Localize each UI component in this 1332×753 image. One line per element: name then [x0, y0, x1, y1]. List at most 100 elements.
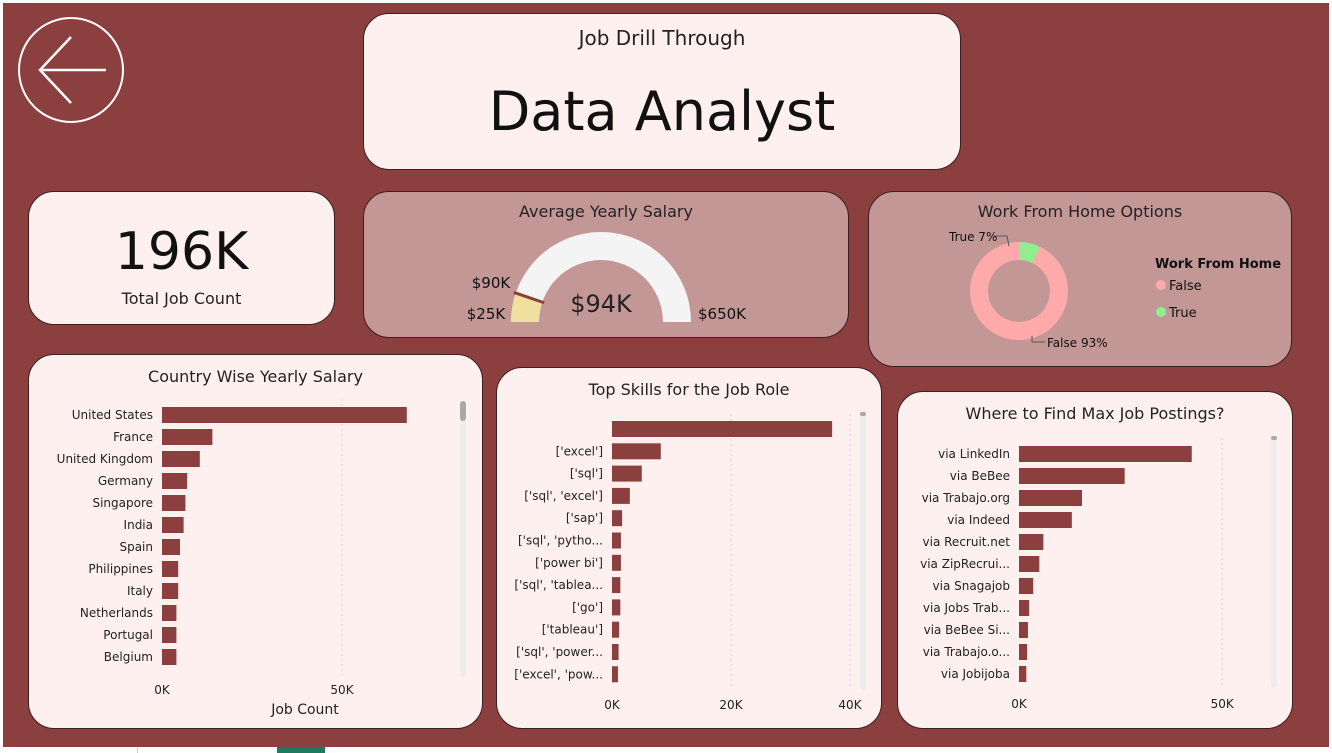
country-card[interactable]: Country Wise Yearly Salary 0K 50K United S… — [28, 354, 483, 729]
bar[interactable] — [1019, 578, 1034, 594]
category-label: ['sap'] — [566, 511, 603, 525]
bar[interactable] — [162, 407, 407, 423]
gauge-target-label: $90K — [472, 274, 512, 292]
category-label: ['excel'] — [556, 444, 603, 458]
back-button[interactable] — [18, 17, 124, 123]
category-label: ['sql', 'power... — [516, 645, 603, 659]
bar[interactable] — [162, 627, 177, 643]
wfh-card[interactable]: Work From Home Options True 7% False 93%… — [868, 191, 1292, 367]
bar[interactable] — [162, 473, 188, 489]
bar[interactable] — [162, 561, 179, 577]
country-scrollbar[interactable] — [460, 401, 466, 677]
bar[interactable] — [162, 649, 177, 665]
category-label: United Kingdom — [57, 452, 153, 466]
kpi-label: Total Job Count — [121, 289, 242, 308]
category-label: via LinkedIn — [938, 447, 1010, 461]
bar[interactable] — [612, 421, 833, 437]
bar[interactable] — [1019, 622, 1028, 638]
donut-slice-true[interactable] — [1019, 242, 1040, 263]
x-tick-label: 50K — [330, 683, 354, 697]
bar[interactable] — [1019, 468, 1125, 484]
category-label: Singapore — [92, 496, 153, 510]
category-label: Italy — [127, 584, 153, 598]
category-label: ['excel', 'pow... — [514, 667, 603, 681]
bar[interactable] — [612, 510, 623, 527]
bar[interactable] — [1019, 644, 1028, 660]
legend-item-false: False — [1169, 279, 1202, 294]
bar[interactable] — [162, 539, 180, 555]
postings-scroll-thumb[interactable] — [1271, 436, 1277, 440]
donut-slice-false[interactable] — [970, 242, 1068, 340]
postings-card[interactable]: Where to Find Max Job Postings? 0K 50K via… — [897, 391, 1293, 729]
bar[interactable] — [1019, 556, 1040, 572]
category-label: via Snagajob — [933, 579, 1010, 593]
bar[interactable] — [162, 517, 184, 533]
bar[interactable] — [1019, 490, 1082, 506]
legend-marker-true — [1156, 307, 1166, 317]
x-axis-title: Job Count — [270, 702, 339, 718]
skills-scroll-thumb[interactable] — [860, 412, 866, 416]
status-divider — [137, 747, 138, 753]
bar[interactable] — [1019, 666, 1027, 682]
category-label: ['power bi'] — [535, 556, 603, 570]
gauge-value-label: $94K — [570, 290, 633, 318]
postings-scrollbar[interactable] — [1271, 436, 1277, 688]
x-tick-label: 0K — [154, 683, 171, 697]
category-label: via Trabajo.o... — [923, 645, 1010, 659]
country-scroll-thumb[interactable] — [460, 401, 466, 421]
bar[interactable] — [162, 429, 213, 445]
category-label: via Recruit.net — [923, 535, 1011, 549]
category-label: via BeBee — [950, 469, 1010, 483]
gauge-target-marker — [513, 291, 545, 305]
category-label: United States — [72, 408, 153, 422]
wfh-title: Work From Home Options — [977, 202, 1183, 221]
legend-title: Work From Home — [1155, 257, 1281, 272]
bar[interactable] — [162, 451, 200, 467]
skills-card[interactable]: Top Skills for the Job Role 0K 20K 40K ['ex… — [496, 367, 882, 729]
gauge-max-label: $650K — [698, 305, 747, 323]
category-label: via ZipRecrui... — [920, 557, 1010, 571]
gauge-min-label: $25K — [467, 305, 507, 323]
bar[interactable] — [162, 495, 186, 511]
bar[interactable] — [612, 599, 621, 616]
page-tab-indicator[interactable] — [277, 747, 325, 753]
page-title: Data Analyst — [488, 80, 836, 143]
data-label-true: True 7% — [948, 230, 997, 244]
skills-bar-chart: 0K 20K 40K ['excel'] ['sql'] ['sql', 'excel']… — [514, 414, 863, 712]
bar[interactable] — [162, 605, 177, 621]
kpi-card: 196K Total Job Count — [28, 191, 335, 325]
report-canvas: Job Drill Through Data Analyst 196K Tota… — [3, 3, 1329, 747]
bar[interactable] — [612, 621, 620, 638]
bar[interactable] — [612, 532, 621, 549]
true-leader-line — [994, 235, 1010, 247]
bar[interactable] — [162, 583, 179, 599]
legend-marker-false — [1156, 280, 1166, 290]
header-subtitle: Job Drill Through — [578, 26, 746, 50]
bar[interactable] — [612, 577, 621, 594]
gauge-card[interactable]: Average Yearly Salary $90K $25K $650K $9… — [363, 191, 849, 338]
bar[interactable] — [612, 487, 630, 504]
postings-title: Where to Find Max Job Postings? — [965, 404, 1225, 423]
country-title: Country Wise Yearly Salary — [148, 367, 363, 386]
arrow-left-icon — [38, 36, 106, 104]
category-label: ['sql', 'pytho... — [518, 534, 603, 548]
category-label: India — [124, 518, 153, 532]
bar[interactable] — [1019, 446, 1192, 462]
skills-scrollbar[interactable] — [860, 412, 866, 690]
category-label: via Trabajo.org — [922, 491, 1010, 505]
bar[interactable] — [612, 465, 642, 482]
bar[interactable] — [1019, 600, 1030, 616]
header-card: Job Drill Through Data Analyst — [363, 13, 961, 170]
bar[interactable] — [612, 554, 621, 571]
bar[interactable] — [612, 666, 618, 683]
bar[interactable] — [612, 443, 661, 460]
x-tick-label: 0K — [1011, 697, 1028, 711]
category-label: ['tableau'] — [542, 623, 603, 637]
bar[interactable] — [1019, 512, 1072, 528]
category-label: ['sql'] — [570, 467, 603, 481]
bar[interactable] — [1019, 534, 1044, 550]
bar[interactable] — [612, 644, 619, 660]
skills-title: Top Skills for the Job Role — [588, 380, 790, 399]
status-strip — [0, 747, 1332, 753]
wfh-donut-chart: True 7% False 93% Work From Home False T… — [948, 230, 1281, 350]
